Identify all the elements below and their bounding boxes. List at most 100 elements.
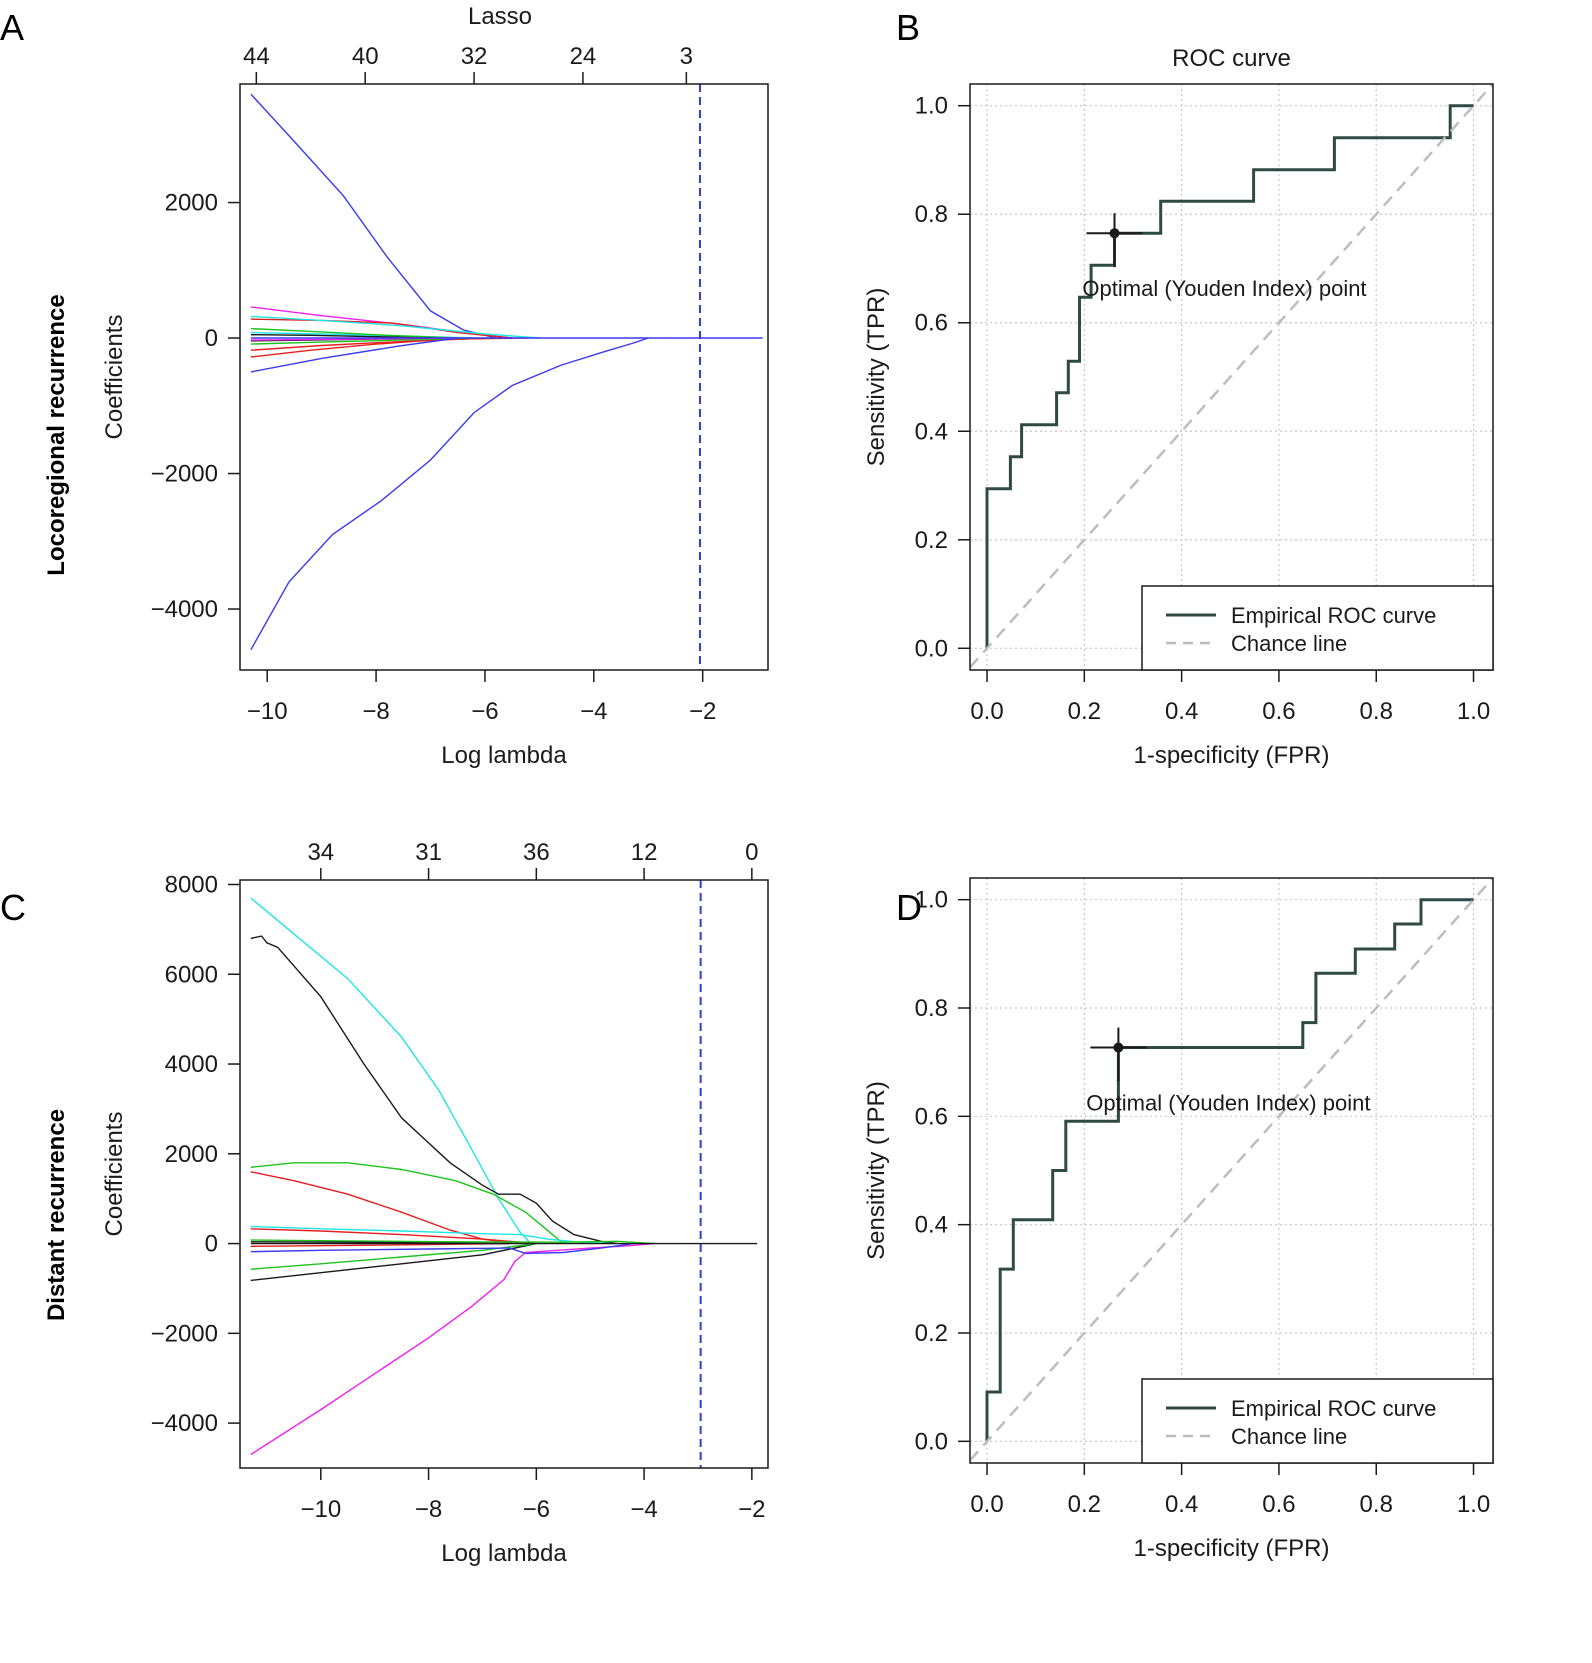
y-tick-label: 0 bbox=[205, 325, 218, 352]
coefficient-path bbox=[250, 337, 649, 651]
chart-title: Lasso bbox=[468, 3, 532, 30]
chance-line bbox=[970, 878, 1493, 1462]
coefficient-path bbox=[250, 1251, 527, 1456]
y-tick-label: −4000 bbox=[151, 596, 218, 623]
y-tick-label: −4000 bbox=[151, 1410, 218, 1437]
y-tick-label: 8000 bbox=[165, 871, 218, 898]
top-tick-label: 36 bbox=[523, 839, 550, 866]
x-axis-title: 1-specificity (FPR) bbox=[1133, 742, 1329, 769]
legend-label: Chance line bbox=[1231, 631, 1347, 656]
y-tick-label: 0.4 bbox=[915, 1212, 948, 1239]
y-tick-label: 0.6 bbox=[915, 1103, 948, 1130]
coefficient-path bbox=[250, 1171, 531, 1245]
y-axis-title: Coefficients bbox=[101, 315, 128, 440]
x-tick-label: 0.6 bbox=[1262, 1491, 1295, 1518]
plot-frame bbox=[239, 879, 769, 1469]
x-tick-label: 1.0 bbox=[1457, 698, 1490, 725]
row-label-locoregional: Locoregional recurrence bbox=[43, 294, 70, 575]
x-tick-label: −4 bbox=[630, 1496, 657, 1523]
x-tick-label: −6 bbox=[471, 698, 498, 725]
legend-label: Chance line bbox=[1231, 1424, 1347, 1449]
x-axis-title: 1-specificity (FPR) bbox=[1133, 1535, 1329, 1562]
chance-line bbox=[970, 84, 1493, 669]
y-tick-label: −2000 bbox=[151, 461, 218, 488]
top-tick-label: 34 bbox=[307, 839, 334, 866]
panel-letter-b: B bbox=[896, 7, 920, 48]
coefficient-path bbox=[525, 1242, 655, 1254]
legend-label: Empirical ROC curve bbox=[1231, 603, 1436, 628]
coefficient-path bbox=[250, 1228, 537, 1245]
coefficient-path bbox=[250, 897, 532, 1245]
top-tick-label: 12 bbox=[631, 839, 658, 866]
top-tick-label: 24 bbox=[570, 43, 597, 70]
optimal-point-label: Optimal (Youden Index) point bbox=[1082, 276, 1366, 301]
panel-letter-d: D bbox=[896, 887, 922, 928]
legend-box bbox=[1141, 585, 1494, 671]
plot-area bbox=[250, 84, 763, 670]
x-tick-label: 0.8 bbox=[1360, 1491, 1393, 1518]
top-tick-label: 0 bbox=[745, 839, 758, 866]
x-tick-label: −6 bbox=[523, 1496, 550, 1523]
panel-letter-c: C bbox=[0, 887, 26, 928]
x-tick-label: −4 bbox=[580, 698, 607, 725]
x-axis-title: Log lambda bbox=[441, 1540, 567, 1567]
coefficient-path bbox=[250, 1162, 564, 1245]
x-tick-label: 0.2 bbox=[1068, 1491, 1101, 1518]
panel-c bbox=[228, 868, 769, 1480]
x-tick-label: −10 bbox=[247, 698, 288, 725]
y-tick-label: 4000 bbox=[165, 1051, 218, 1078]
top-tick-label: 32 bbox=[461, 43, 488, 70]
row-label-distant: Distant recurrence bbox=[43, 1109, 70, 1321]
y-tick-label: 6000 bbox=[165, 961, 218, 988]
y-axis-title: Coefficients bbox=[101, 1112, 128, 1237]
y-tick-label: 0.0 bbox=[915, 635, 948, 662]
panel-a bbox=[228, 72, 769, 682]
panel-b bbox=[958, 83, 1494, 682]
x-axis-title: Log lambda bbox=[441, 742, 567, 769]
panel-letter-a: A bbox=[0, 7, 24, 48]
x-tick-label: 0.4 bbox=[1165, 698, 1198, 725]
top-tick-label: 44 bbox=[243, 43, 270, 70]
y-tick-label: 0.2 bbox=[915, 527, 948, 554]
y-tick-label: 0.4 bbox=[915, 418, 948, 445]
y-tick-label: 0.2 bbox=[915, 1320, 948, 1347]
coefficient-path bbox=[250, 935, 618, 1245]
legend bbox=[1141, 585, 1494, 671]
y-tick-label: 2000 bbox=[165, 1141, 218, 1168]
coefficient-path bbox=[250, 318, 513, 339]
coefficient-path bbox=[250, 1242, 537, 1282]
plot-area bbox=[970, 878, 1493, 1462]
chart-title: ROC curve bbox=[1172, 45, 1291, 72]
plot-area bbox=[970, 84, 1493, 669]
coefficient-path bbox=[250, 315, 540, 339]
x-tick-label: 1.0 bbox=[1457, 1491, 1490, 1518]
coefficient-path bbox=[250, 1242, 634, 1255]
coefficient-path bbox=[250, 337, 475, 345]
y-tick-label: 0.8 bbox=[915, 201, 948, 228]
x-tick-label: 0.2 bbox=[1068, 698, 1101, 725]
x-tick-label: 0.0 bbox=[970, 1491, 1003, 1518]
top-tick-label: 31 bbox=[415, 839, 442, 866]
y-tick-label: 0.0 bbox=[915, 1428, 948, 1455]
optimal-point-marker bbox=[1113, 1042, 1124, 1053]
roc-curve bbox=[985, 104, 1474, 649]
x-tick-label: −10 bbox=[300, 1496, 341, 1523]
plot-frame bbox=[239, 83, 769, 671]
optimal-point-marker bbox=[1109, 228, 1120, 239]
y-tick-label: 0 bbox=[205, 1231, 218, 1258]
x-tick-label: 0.8 bbox=[1360, 698, 1393, 725]
y-axis-title: Sensitivity (TPR) bbox=[863, 288, 890, 467]
coefficient-path bbox=[250, 327, 458, 339]
x-tick-label: 0.6 bbox=[1262, 698, 1295, 725]
y-tick-label: 2000 bbox=[165, 190, 218, 217]
x-tick-label: −8 bbox=[362, 698, 389, 725]
top-tick-label: 3 bbox=[680, 43, 693, 70]
y-axis-title: Sensitivity (TPR) bbox=[863, 1081, 890, 1260]
x-tick-label: 0.4 bbox=[1165, 1491, 1198, 1518]
y-tick-label: 1.0 bbox=[915, 93, 948, 120]
y-tick-label: −2000 bbox=[151, 1320, 218, 1347]
x-tick-label: −2 bbox=[689, 698, 716, 725]
x-tick-label: −2 bbox=[738, 1496, 765, 1523]
top-tick-label: 40 bbox=[352, 43, 379, 70]
